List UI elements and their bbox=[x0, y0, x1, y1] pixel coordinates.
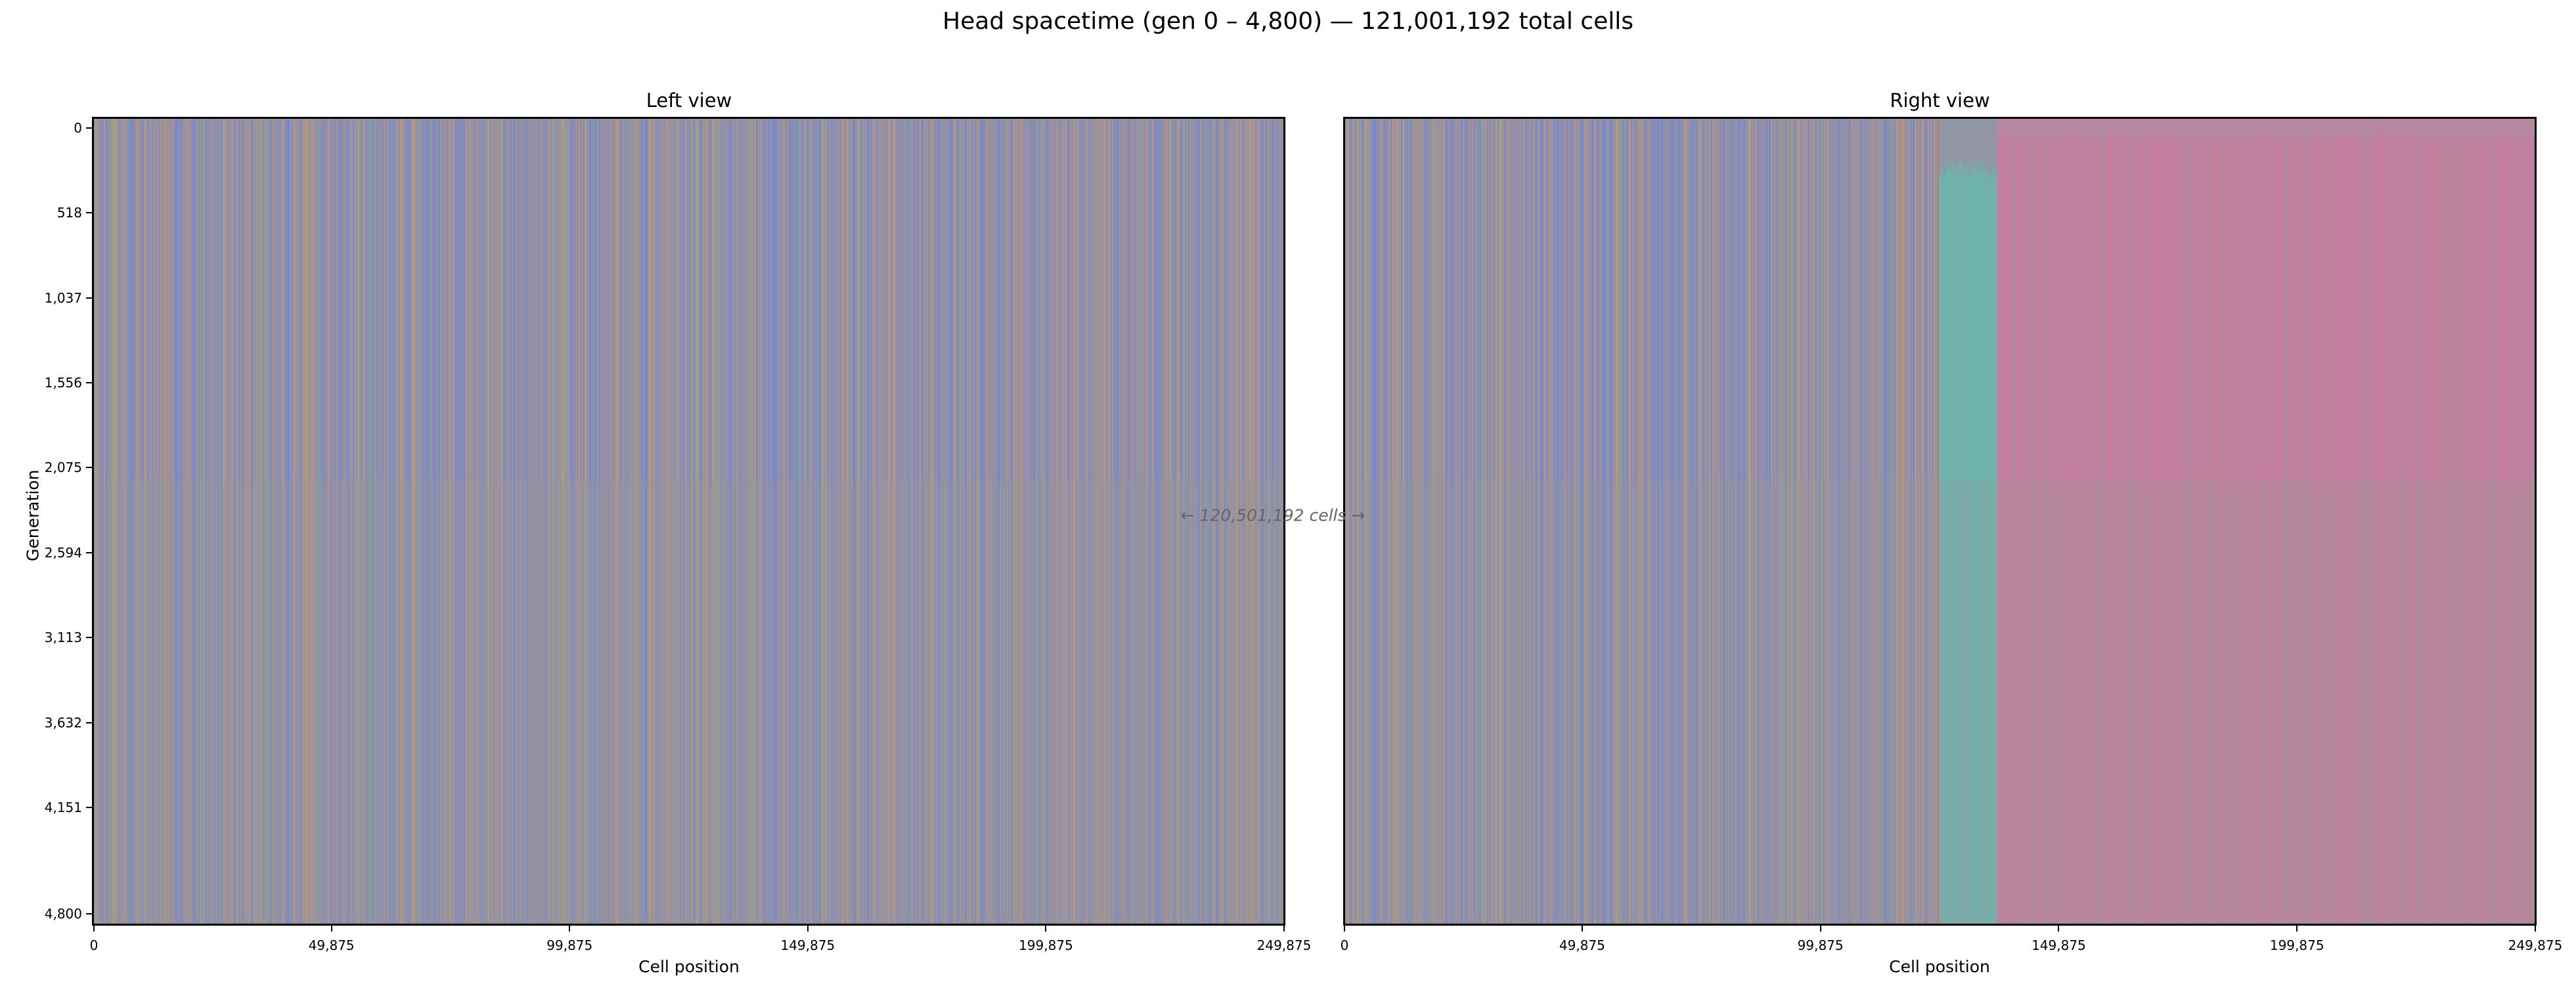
y-tick-mark bbox=[86, 807, 92, 809]
y-tick-label: 3,632 bbox=[44, 714, 82, 731]
left-x-axis-label: Cell position bbox=[638, 957, 740, 976]
y-tick-mark bbox=[86, 297, 92, 299]
x-tick-mark bbox=[807, 926, 809, 932]
y-tick-mark bbox=[86, 721, 92, 723]
x-tick-mark bbox=[569, 926, 571, 932]
y-tick-label: 4,151 bbox=[44, 800, 82, 816]
x-tick-mark bbox=[330, 926, 332, 932]
x-tick-label: 199,875 bbox=[2269, 937, 2324, 953]
x-tick-label: 199,875 bbox=[1019, 937, 1073, 953]
right-spacetime-image bbox=[1345, 119, 2535, 924]
x-tick-label: 0 bbox=[89, 937, 99, 953]
x-tick-mark bbox=[2058, 926, 2060, 932]
left-spacetime-image bbox=[94, 119, 1283, 924]
y-tick-label: 1,556 bbox=[44, 375, 82, 391]
right-panel-title: Right view bbox=[1890, 89, 1990, 112]
y-tick-label: 518 bbox=[56, 205, 82, 221]
y-tick-label: 1,037 bbox=[44, 290, 82, 306]
left-spacetime-axes bbox=[92, 117, 1285, 926]
y-tick-label: 4,800 bbox=[44, 906, 82, 922]
y-tick-label: 0 bbox=[74, 119, 82, 136]
x-tick-mark bbox=[1283, 926, 1285, 932]
y-tick-mark bbox=[86, 551, 92, 553]
x-tick-mark bbox=[1344, 926, 1345, 932]
figure-title: Head spacetime (gen 0 – 4,800) — 121,001… bbox=[943, 8, 1633, 35]
y-tick-mark bbox=[86, 212, 92, 214]
y-tick-mark bbox=[86, 637, 92, 639]
y-tick-mark bbox=[86, 913, 92, 915]
gap-annotation: ← 120,501,192 cells → bbox=[1180, 505, 1366, 525]
x-tick-label: 249,875 bbox=[2508, 937, 2563, 953]
y-tick-label: 3,113 bbox=[44, 630, 82, 646]
x-tick-mark bbox=[93, 926, 95, 932]
y-tick-mark bbox=[86, 382, 92, 383]
right-x-axis-label: Cell position bbox=[1889, 957, 1990, 976]
y-tick-label: 2,075 bbox=[44, 460, 82, 476]
x-tick-label: 49,875 bbox=[308, 937, 355, 953]
x-tick-label: 149,875 bbox=[2032, 937, 2086, 953]
x-tick-label: 0 bbox=[1340, 937, 1349, 953]
right-spacetime-axes bbox=[1343, 117, 2537, 926]
x-tick-label: 149,875 bbox=[780, 937, 835, 953]
x-tick-label: 49,875 bbox=[1559, 937, 1605, 953]
x-tick-mark bbox=[1581, 926, 1583, 932]
x-tick-label: 99,875 bbox=[1797, 937, 1844, 953]
y-tick-mark bbox=[86, 467, 92, 469]
x-tick-mark bbox=[1045, 926, 1047, 932]
x-tick-label: 99,875 bbox=[546, 937, 593, 953]
x-tick-mark bbox=[1819, 926, 1821, 932]
y-tick-label: 2,594 bbox=[44, 544, 82, 561]
y-tick-mark bbox=[86, 127, 92, 129]
x-tick-mark bbox=[2535, 926, 2536, 932]
x-tick-mark bbox=[2296, 926, 2298, 932]
x-tick-label: 249,875 bbox=[1256, 937, 1312, 953]
left-panel-title: Left view bbox=[646, 89, 732, 112]
